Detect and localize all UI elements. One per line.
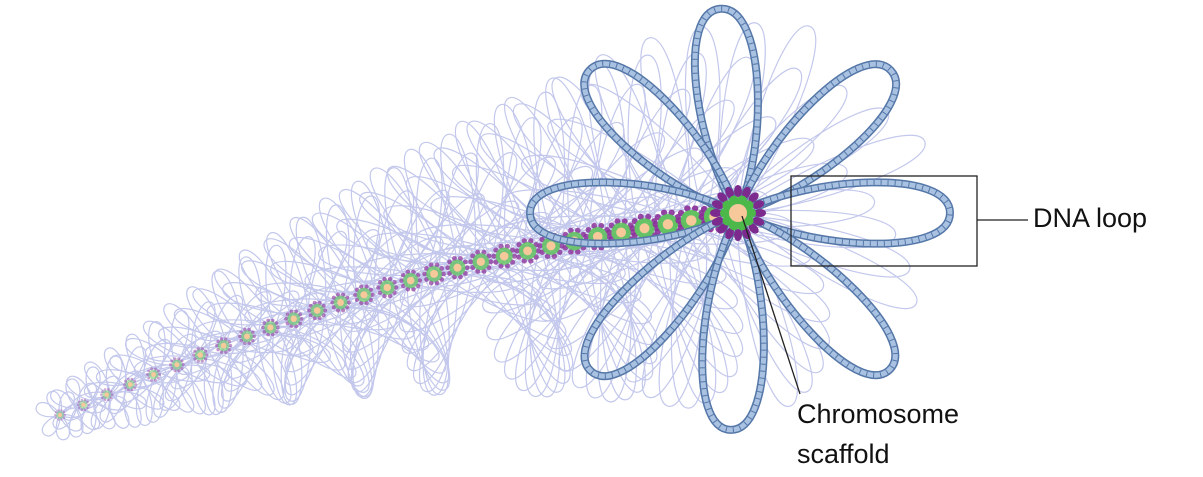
bead-center	[639, 223, 649, 233]
bead-center	[686, 215, 697, 226]
bead-center	[221, 343, 227, 349]
bead-center	[151, 372, 156, 377]
scaffold-label: scaffold	[797, 439, 890, 469]
bead-center	[663, 219, 673, 229]
bead-center	[81, 403, 85, 407]
core-center	[729, 204, 747, 222]
bead-center	[128, 382, 133, 387]
bead-center	[58, 413, 62, 417]
bead-center	[453, 264, 461, 272]
bead-center	[337, 299, 344, 306]
dna-loop-label: DNA loop	[1033, 203, 1147, 233]
bead-center	[384, 284, 391, 291]
core-protein	[734, 229, 742, 241]
bead-center	[523, 246, 532, 255]
bead-center	[244, 333, 250, 339]
bead-center	[198, 352, 203, 357]
bead-center	[291, 316, 297, 322]
bead-center	[430, 270, 438, 278]
bead-center	[616, 227, 626, 237]
core-protein	[734, 185, 742, 197]
scaffold-label: Chromosome	[797, 399, 959, 429]
bead-center	[314, 307, 321, 314]
scaffold-core	[710, 185, 766, 241]
bead-center	[360, 291, 367, 298]
bead-center	[105, 392, 109, 396]
bead-center	[500, 252, 509, 261]
bead-center	[407, 277, 415, 285]
bead-center	[477, 258, 485, 266]
diagram: DNA loop Chromosome scaffold	[0, 0, 1203, 477]
bead-center	[174, 362, 179, 367]
bead-center	[267, 324, 273, 330]
bead-center	[546, 241, 555, 250]
